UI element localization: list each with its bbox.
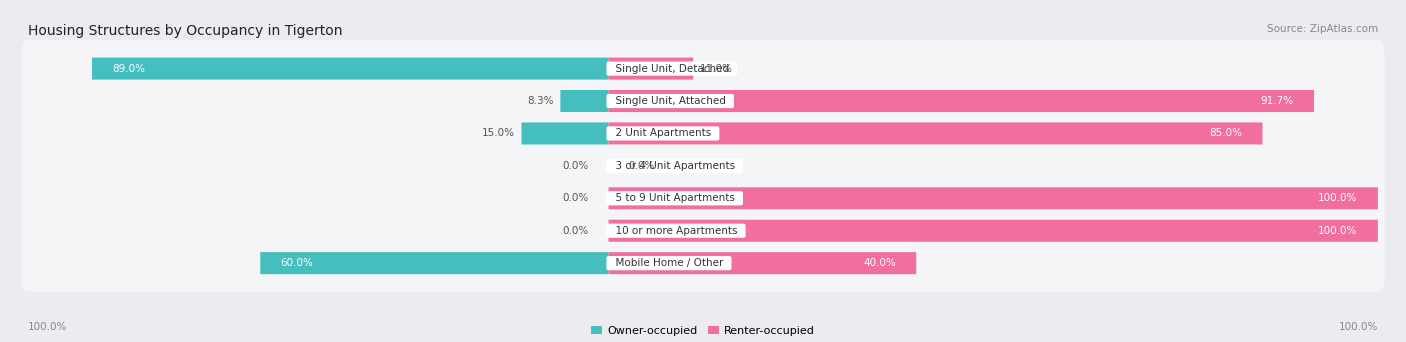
Text: 100.0%: 100.0% — [1319, 226, 1358, 236]
Text: Source: ZipAtlas.com: Source: ZipAtlas.com — [1267, 24, 1378, 34]
FancyBboxPatch shape — [21, 170, 1385, 227]
FancyBboxPatch shape — [21, 73, 1385, 130]
FancyBboxPatch shape — [609, 122, 1263, 144]
Text: 8.3%: 8.3% — [527, 96, 554, 106]
FancyBboxPatch shape — [609, 220, 1378, 242]
FancyBboxPatch shape — [561, 90, 609, 112]
FancyBboxPatch shape — [609, 252, 917, 274]
Text: 0.0%: 0.0% — [562, 161, 588, 171]
FancyBboxPatch shape — [21, 105, 1385, 162]
Text: 85.0%: 85.0% — [1209, 129, 1243, 139]
Legend: Owner-occupied, Renter-occupied: Owner-occupied, Renter-occupied — [586, 321, 820, 340]
Text: 10 or more Apartments: 10 or more Apartments — [609, 226, 744, 236]
Text: 40.0%: 40.0% — [863, 258, 896, 268]
Text: 2 Unit Apartments: 2 Unit Apartments — [609, 129, 717, 139]
Text: 100.0%: 100.0% — [1319, 193, 1358, 203]
Text: 60.0%: 60.0% — [281, 258, 314, 268]
FancyBboxPatch shape — [609, 57, 693, 80]
Text: 0.0%: 0.0% — [628, 161, 655, 171]
Text: 89.0%: 89.0% — [112, 64, 145, 74]
Text: Mobile Home / Other: Mobile Home / Other — [609, 258, 730, 268]
FancyBboxPatch shape — [21, 40, 1385, 97]
FancyBboxPatch shape — [260, 252, 609, 274]
FancyBboxPatch shape — [609, 187, 1378, 209]
Text: 11.0%: 11.0% — [700, 64, 733, 74]
Text: Single Unit, Detached: Single Unit, Detached — [609, 64, 735, 74]
Text: Single Unit, Attached: Single Unit, Attached — [609, 96, 733, 106]
FancyBboxPatch shape — [21, 202, 1385, 259]
Text: 100.0%: 100.0% — [1339, 322, 1378, 332]
FancyBboxPatch shape — [91, 57, 609, 80]
FancyBboxPatch shape — [609, 90, 1315, 112]
Text: 0.0%: 0.0% — [562, 226, 588, 236]
FancyBboxPatch shape — [522, 122, 609, 144]
Text: 3 or 4 Unit Apartments: 3 or 4 Unit Apartments — [609, 161, 741, 171]
Text: 5 to 9 Unit Apartments: 5 to 9 Unit Apartments — [609, 193, 741, 203]
Text: 100.0%: 100.0% — [28, 322, 67, 332]
Text: 15.0%: 15.0% — [482, 129, 515, 139]
Text: Housing Structures by Occupancy in Tigerton: Housing Structures by Occupancy in Tiger… — [28, 24, 343, 38]
Text: 91.7%: 91.7% — [1261, 96, 1294, 106]
Text: 0.0%: 0.0% — [562, 193, 588, 203]
FancyBboxPatch shape — [21, 235, 1385, 292]
FancyBboxPatch shape — [21, 137, 1385, 194]
